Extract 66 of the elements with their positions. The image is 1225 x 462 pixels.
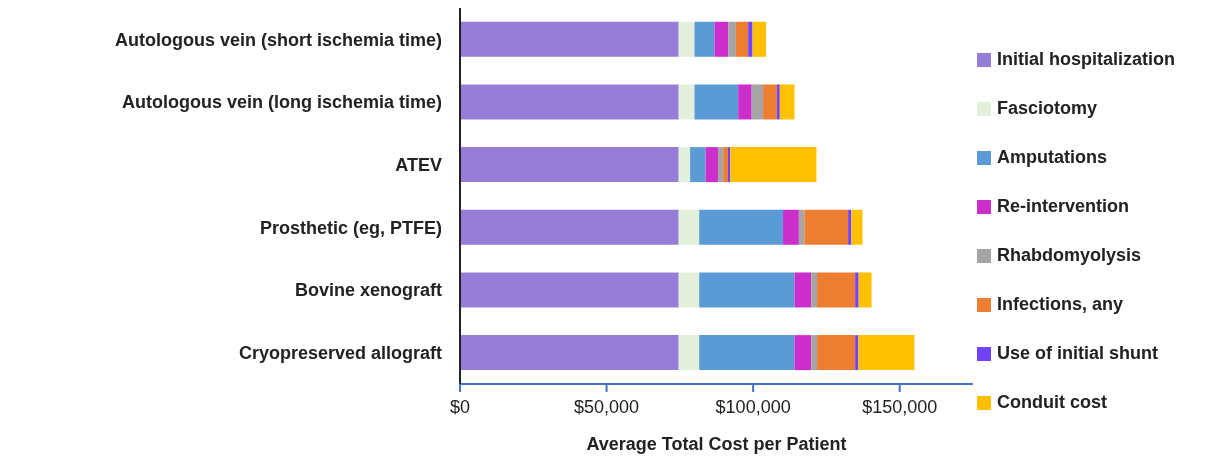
bar — [690, 147, 706, 183]
bar — [678, 84, 695, 120]
bar — [460, 335, 679, 371]
bar — [678, 147, 691, 183]
bar — [735, 21, 749, 57]
bar — [858, 335, 915, 371]
bar — [851, 209, 863, 245]
bar — [678, 335, 700, 371]
legend-label: Infections, any — [997, 294, 1124, 315]
bar — [460, 272, 679, 308]
bar — [460, 84, 679, 120]
bar — [699, 209, 784, 245]
x-tick-label: $50,000 — [574, 396, 640, 417]
bar — [699, 272, 795, 308]
bar — [817, 335, 856, 371]
bar — [678, 209, 700, 245]
bar — [858, 272, 872, 308]
x-tick-label: $100,000 — [715, 396, 791, 417]
x-tick-label: $0 — [449, 396, 471, 417]
bar — [783, 209, 799, 245]
bar — [763, 84, 777, 120]
legend-label: Fasciotomy — [997, 98, 1098, 119]
bar — [694, 21, 715, 57]
bar — [748, 21, 753, 57]
bar — [699, 335, 795, 371]
bar — [811, 335, 818, 371]
bar — [794, 335, 812, 371]
legend-label: Use of initial shunt — [997, 343, 1159, 364]
y-tick-label: Autologous vein (short ischemia time) — [114, 29, 442, 50]
bar — [705, 147, 718, 183]
bar — [848, 209, 852, 245]
bar — [776, 84, 780, 120]
y-tick-label: Bovine xenograft — [294, 280, 442, 301]
bar — [730, 147, 817, 183]
bar — [678, 21, 695, 57]
legend-label: Initial hospitalization — [997, 49, 1176, 70]
bar — [855, 335, 859, 371]
bar — [752, 21, 767, 57]
x-tick-label: $150,000 — [862, 396, 938, 417]
bar — [738, 84, 752, 120]
bar — [460, 21, 679, 57]
bar — [804, 209, 849, 245]
bar — [855, 272, 859, 308]
bar — [728, 21, 736, 57]
y-tick-label: ATEV — [395, 155, 442, 176]
bar — [694, 84, 739, 120]
bar — [794, 272, 812, 308]
legend-label: Re-intervention — [997, 196, 1130, 217]
bar — [460, 209, 679, 245]
y-tick-label: Prosthetic (eg, PTFE) — [259, 217, 442, 238]
bar — [723, 147, 728, 183]
x-axis-title: Average Total Cost per Patient — [586, 434, 847, 454]
bar — [798, 209, 805, 245]
legend-label: Amputations — [997, 147, 1107, 168]
y-tick-label: Autologous vein (long ischemia time) — [121, 92, 442, 113]
legend-label: Rhabdomyolysis — [997, 245, 1142, 266]
bar — [751, 84, 764, 120]
bar — [678, 272, 700, 308]
bar — [817, 272, 856, 308]
bar — [779, 84, 795, 120]
legend-label: Conduit cost — [997, 392, 1107, 413]
bar — [717, 147, 724, 183]
bar — [460, 147, 679, 183]
bar — [811, 272, 818, 308]
bar — [714, 21, 729, 57]
y-tick-label: Cryopreserved allograft — [238, 343, 442, 364]
